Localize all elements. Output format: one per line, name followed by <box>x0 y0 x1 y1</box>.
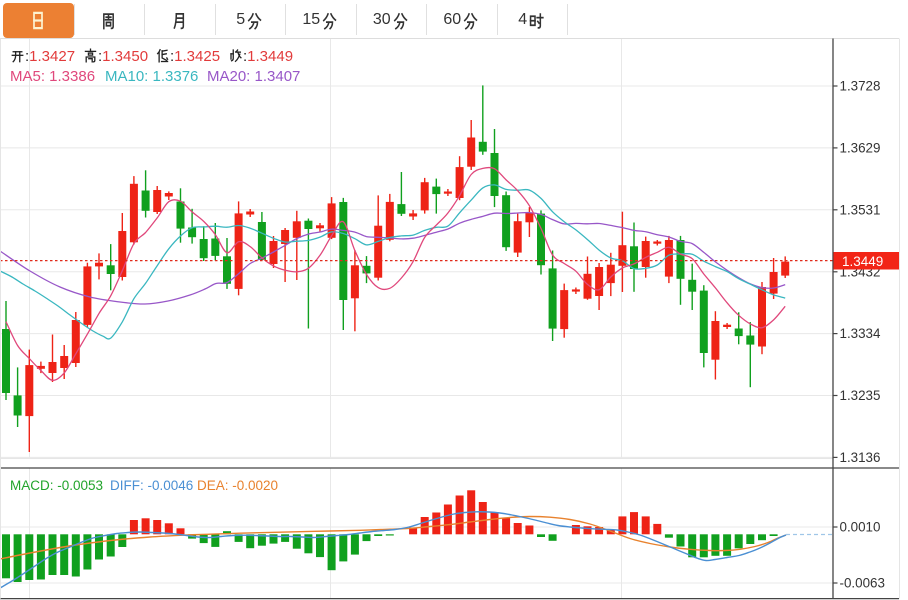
svg-text:1.3334: 1.3334 <box>840 326 882 341</box>
svg-text:1.3449: 1.3449 <box>842 254 883 269</box>
svg-text:0.0010: 0.0010 <box>840 520 881 535</box>
svg-text:1.3531: 1.3531 <box>840 202 881 217</box>
svg-text:1.3235: 1.3235 <box>840 388 881 403</box>
svg-text:-0.0063: -0.0063 <box>840 576 885 591</box>
svg-text:1.3136: 1.3136 <box>840 450 881 465</box>
svg-text:1.3728: 1.3728 <box>840 79 881 94</box>
svg-text:1.3629: 1.3629 <box>840 140 881 155</box>
